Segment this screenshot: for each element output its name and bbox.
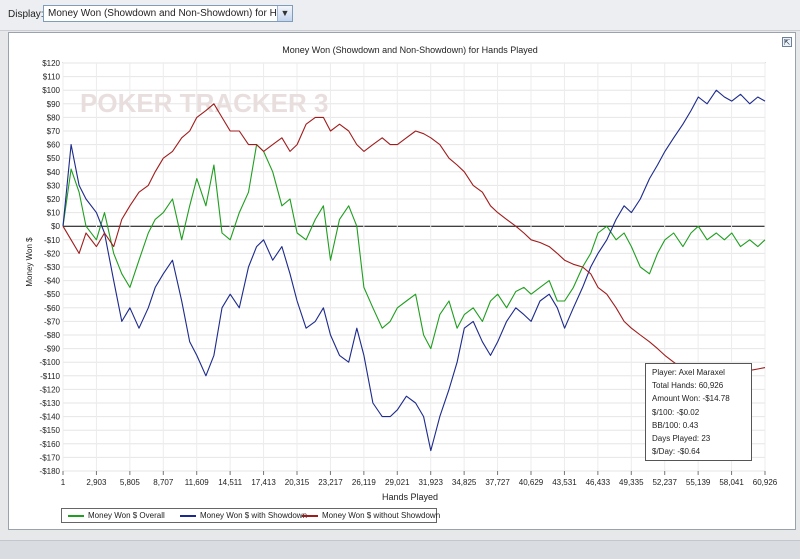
y-tick-label: $90	[47, 100, 61, 109]
expand-icon[interactable]: ⇱	[782, 37, 792, 47]
x-tick-label: 20,315	[285, 478, 310, 487]
x-tick-label: 40,629	[519, 478, 544, 487]
y-tick-label: $70	[47, 127, 61, 136]
tick-layer: -$180 -$170 -$160 -$150 -$140 -$130 -$120 -$110…	[40, 59, 778, 487]
y-tick-label: -$10	[44, 236, 61, 245]
x-tick-label: 31,923	[418, 478, 443, 487]
y-tick-label: $20	[47, 195, 61, 204]
y-tick-label: $80	[47, 113, 61, 122]
status-bar	[0, 540, 800, 559]
y-tick-label: -$100	[40, 358, 61, 367]
x-tick-label: 43,531	[552, 478, 577, 487]
x-tick-label: 52,237	[652, 478, 677, 487]
series-line-1	[62, 89, 766, 452]
dollars-per-day: $/Day: -$0.64	[652, 447, 701, 457]
y-tick-label: -$20	[44, 249, 61, 258]
y-tick-label: -$180	[40, 467, 61, 476]
legend-label-overall: Money Won $ Overall	[88, 511, 165, 520]
y-tick-label: -$170	[40, 453, 61, 462]
y-tick-label: -$110	[40, 372, 60, 381]
x-tick-label: 26,119	[352, 478, 376, 487]
x-tick-label: 58,041	[719, 478, 744, 487]
legend-label-showdown: Money Won $ with Showdown	[200, 511, 308, 520]
legend-swatch-showdown	[180, 514, 196, 517]
legend-item-showdown: Money Won $ with Showdown	[180, 509, 307, 522]
y-tick-label: -$50	[44, 290, 61, 299]
y-tick-label: $100	[42, 86, 60, 95]
chart-legend: Money Won $ Overall Money Won $ with Sho…	[61, 508, 440, 523]
dollars-per-100: $/100: -$0.02	[652, 407, 700, 417]
series-layer	[62, 89, 766, 452]
pokertracker-watermark: POKER TRACKER 3	[80, 88, 328, 118]
y-tick-label: $120	[42, 59, 60, 68]
y-tick-label: $10	[47, 209, 61, 218]
y-tick-label: $30	[47, 181, 61, 190]
x-tick-label: 49,335	[619, 478, 644, 487]
x-tick-label: 5,805	[120, 478, 141, 487]
y-tick-label: -$80	[44, 331, 61, 340]
x-tick-label: 46,433	[586, 478, 611, 487]
legend-label-no-showdown: Money Won $ without Showdown	[322, 511, 441, 520]
x-tick-label: 2,903	[86, 478, 107, 487]
x-tick-label: 60,926	[753, 478, 778, 487]
legend-swatch-no-showdown	[302, 514, 318, 517]
x-tick-label: 14,511	[218, 478, 242, 487]
x-tick-label: 55,139	[686, 478, 711, 487]
y-tick-label: -$120	[40, 385, 61, 394]
x-tick-label: 1	[61, 478, 66, 487]
amount-won: Amount Won: -$14.78	[652, 394, 730, 404]
total-hands: Total Hands: 60,926	[652, 381, 724, 391]
y-tick-label: $60	[47, 141, 61, 150]
chevron-down-icon[interactable]: ▼	[277, 6, 292, 21]
y-tick-label: -$30	[44, 263, 61, 272]
y-tick-label: -$90	[44, 345, 61, 354]
y-tick-label: $50	[47, 154, 61, 163]
y-axis-label: Money Won $	[25, 237, 34, 287]
series-line-2	[62, 103, 766, 384]
y-tick-label: -$160	[40, 440, 61, 449]
y-tick-label: $40	[47, 168, 61, 177]
days-played: Days Played: 23	[652, 434, 711, 444]
x-tick-label: 23,217	[318, 478, 343, 487]
chart-title: Money Won (Showdown and Non-Showdown) fo…	[282, 45, 537, 55]
display-select[interactable]: Money Won (Showdown and Non-Showdown) fo…	[43, 5, 293, 22]
y-tick-label: -$150	[40, 426, 61, 435]
legend-item-no-showdown: Money Won $ without Showdown	[302, 509, 440, 522]
x-tick-label: 37,727	[485, 478, 510, 487]
y-tick-label: -$130	[40, 399, 61, 408]
legend-swatch-overall	[68, 514, 84, 517]
x-tick-label: 8,707	[153, 478, 174, 487]
display-label: Display:	[8, 9, 44, 20]
x-tick-label: 29,021	[385, 478, 410, 487]
y-tick-label: $110	[43, 73, 61, 82]
x-tick-label: 11,609	[185, 478, 209, 487]
y-tick-label: $0	[51, 222, 60, 231]
series-line-0	[62, 144, 766, 350]
y-tick-label: -$140	[40, 413, 61, 422]
y-tick-label: -$40	[44, 277, 61, 286]
y-tick-label: -$70	[44, 317, 61, 326]
x-tick-label: 17,413	[251, 478, 276, 487]
player-stats-box: Player: Axel Maraxel Total Hands: 60,926…	[645, 363, 752, 461]
x-axis-label: Hands Played	[382, 492, 438, 502]
x-tick-label: 34,825	[452, 478, 477, 487]
y-tick-label: -$60	[44, 304, 61, 313]
bb-per-100: BB/100: 0.43	[652, 420, 699, 430]
player-name: Player: Axel Maraxel	[652, 368, 725, 377]
legend-item-overall: Money Won $ Overall	[68, 509, 165, 522]
display-toolbar: Display: Money Won (Showdown and Non-Sho…	[0, 0, 800, 31]
display-select-value: Money Won (Showdown and Non-Showdown) fo…	[48, 8, 292, 19]
